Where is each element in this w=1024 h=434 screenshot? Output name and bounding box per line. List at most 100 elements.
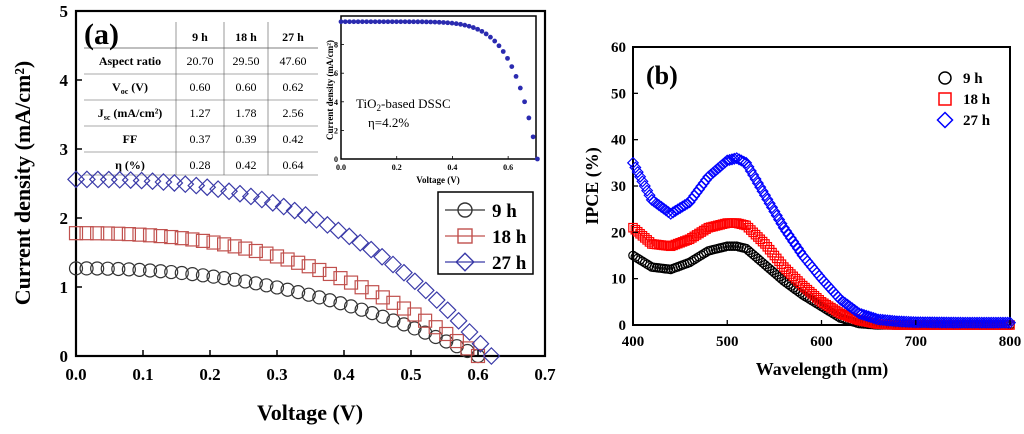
inset-data-point [483, 31, 489, 37]
panel-a-data-point [195, 233, 211, 249]
panel-a-data-point [164, 229, 179, 245]
inset-data-point [389, 19, 395, 25]
panel-a-data-point [206, 235, 221, 250]
inset-data-point [449, 20, 455, 26]
panel-b-series-group [626, 152, 1017, 330]
panel-a-x-tick-label: 0.0 [65, 365, 86, 384]
panel-b-data-point [791, 242, 805, 255]
panel-a-data-point [333, 271, 348, 286]
panel-a-table-grid: 9 h 18 h 27 h Aspect ratio 20.70 29.50 47.60 Vo… [84, 22, 318, 176]
panel-b-data-point [626, 156, 640, 169]
panel-a-data-point [259, 246, 274, 261]
panel-b-data-point [728, 152, 741, 165]
panel-a-x-tick-label: 0.2 [199, 365, 220, 384]
panel-a-data-point [291, 255, 306, 270]
inset-data-point [445, 20, 451, 26]
panel-a-data-point [227, 272, 242, 287]
inset-data-point [496, 43, 502, 49]
panel-a-y-tick-label: 1 [60, 278, 69, 297]
inset-x-axis-label: Voltage (V) [416, 175, 459, 185]
panel-a-data-point [88, 170, 107, 189]
panel-b-data-point [636, 175, 649, 188]
panel-a-y-tick-label: 5 [60, 2, 69, 21]
panel-b-data-point [722, 241, 733, 252]
inset-x-tick-label: 0.0 [336, 163, 346, 172]
panel-a-label: (a) [84, 18, 119, 51]
panel-a-data-point [396, 317, 412, 332]
panel-b-data-point [749, 172, 762, 186]
panel-a-y-tick-label: 2 [60, 209, 69, 228]
panel-b-data-point [765, 201, 779, 214]
panel-b-data-point [775, 217, 788, 230]
inset-x-tick-label: 0.2 [392, 163, 402, 172]
panel-b-data-point [751, 177, 764, 190]
panel-b-data-point [763, 197, 776, 210]
table-value-cell: 29.50 [233, 54, 260, 68]
panel-a-series-27h [67, 170, 501, 365]
panel-b-data-point [633, 170, 647, 183]
panel-b-x-tick-label: 800 [999, 334, 1022, 350]
panel-b: 400 500 600 700 800 0 10 20 30 40 50 60 (b) Wavelen… [582, 40, 1021, 380]
panel-b-legend-label: 18 h [963, 92, 991, 108]
inset-data-point [415, 19, 421, 25]
panel-a-data-point [343, 299, 359, 314]
inset-annotation-line-2: η=4.2% [368, 115, 409, 130]
panel-a-data-point [142, 228, 158, 243]
panel-b-data-point [694, 251, 704, 262]
inset-y-tick-label: 0 [334, 155, 338, 164]
inset-data-point [534, 156, 540, 162]
panel-a-data-point [68, 261, 84, 276]
inset-y-tick-label: 2 [334, 126, 338, 135]
inset-data-point [398, 19, 404, 25]
panel-a-legend: 9 h 18 h 27 h [437, 191, 534, 275]
panel-b-data-point [761, 193, 774, 206]
panel-a-x-tick-label: 0.1 [132, 365, 153, 384]
inset-data-point [359, 19, 365, 25]
panel-a-data-point [482, 347, 501, 365]
inset-data-point [522, 99, 527, 105]
panel-a-data-point [322, 293, 337, 308]
inset-x-tick-label: 0.4 [447, 163, 457, 172]
panel-a-data-point [241, 187, 260, 206]
panel-a-data-point [301, 287, 316, 302]
table-value-cell: 0.28 [190, 158, 211, 172]
inset-data-point [475, 26, 481, 32]
panel-b-data-point [707, 166, 720, 179]
panel-b-data-point [1001, 316, 1014, 329]
panel-b-data-point [664, 207, 677, 220]
panel-b-data-point [644, 260, 655, 271]
panel-a-data-point [259, 278, 274, 293]
panel-a-data-point [100, 261, 115, 276]
panel-b-data-point [721, 154, 734, 167]
panel-b-data-point [869, 312, 882, 325]
panel-b-legend: 9 h 18 h 27 h [936, 71, 991, 129]
panel-b-data-point [744, 164, 757, 178]
inset-x-tick-label: 0.6 [503, 163, 513, 172]
inset-data-point [517, 85, 523, 91]
inset-data-point [432, 19, 438, 25]
table-value-cell: 0.62 [283, 80, 304, 94]
table-value-cell: 2.56 [283, 106, 304, 120]
panel-a-data-point [329, 221, 348, 240]
panel-a-plot-frame [74, 9, 547, 358]
panel-b-data-point [666, 206, 680, 219]
panel-a-data-point [449, 311, 468, 330]
panel-b-data-point [684, 257, 695, 268]
panel-b-data-point [628, 250, 638, 261]
panel-b-y-tick-label: 40 [611, 133, 626, 149]
panel-a-y-tick-label: 3 [60, 140, 69, 159]
inset-data-point [453, 21, 459, 27]
panel-a-data-point [365, 285, 380, 300]
panel-b-data-point [687, 256, 697, 266]
panel-a-data-point [301, 259, 316, 274]
panel-a-x-axis-label: Voltage (V) [257, 400, 363, 425]
panel-b-data-point [689, 254, 700, 265]
panel-a-data-point [142, 263, 158, 278]
panel-b-data-point [696, 250, 707, 261]
panel-a-data-point [79, 226, 94, 241]
panel-b-label: (b) [646, 61, 678, 90]
panel-a-data-point [373, 247, 392, 266]
inset-data-point [342, 19, 348, 25]
